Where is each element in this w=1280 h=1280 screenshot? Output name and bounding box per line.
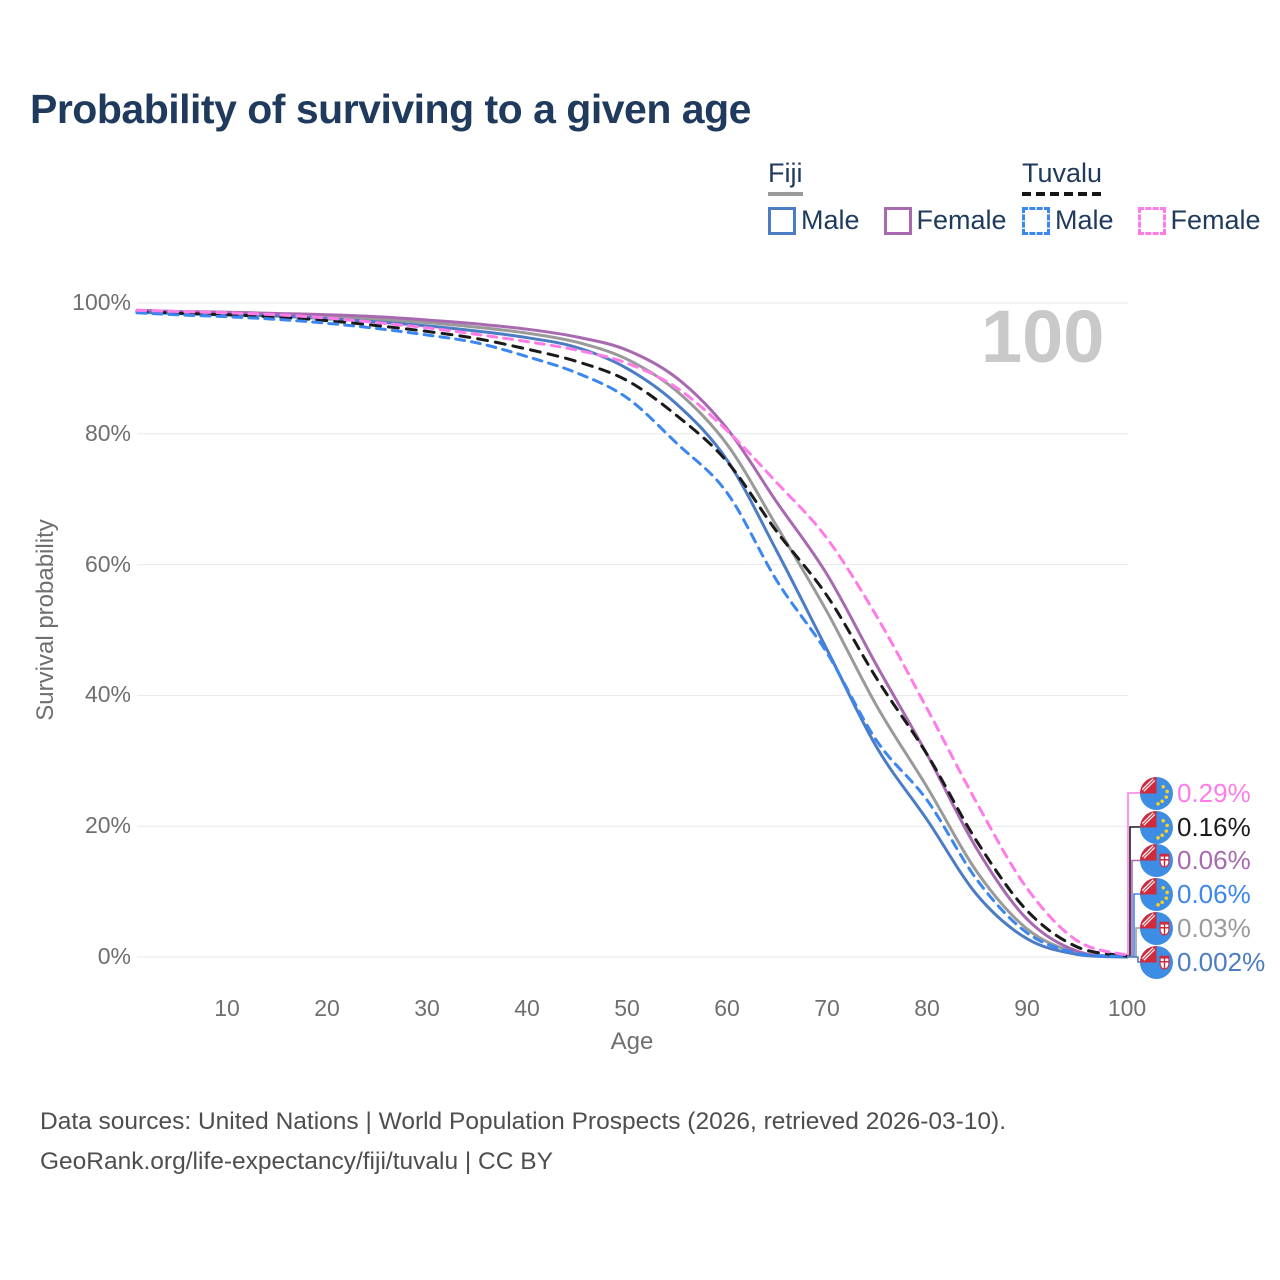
x-axis-title: Age	[610, 1028, 654, 1055]
end-label-value: 0.06%	[1177, 845, 1251, 875]
attribution-line: GeoRank.org/life-expectancy/fiji/tuvalu …	[40, 1148, 553, 1175]
fiji-flag-icon	[1140, 945, 1173, 979]
tuvalu-dashed-line-swatch	[1022, 192, 1102, 196]
y-tick-label: 100%	[72, 289, 131, 315]
x-tick-label: 100	[1107, 995, 1147, 1021]
tuvalu-flag-icon	[1140, 810, 1173, 844]
tuvalu-flag-icon	[1140, 776, 1173, 810]
legend-item-tuvalu-female[interactable]: Female	[1137, 205, 1261, 236]
x-tick-label: 90	[1014, 995, 1040, 1021]
legend-label-tuvalu-male: Male	[1055, 205, 1114, 235]
end-label-value: 0.16%	[1177, 811, 1251, 842]
end-label-tuvalu_male: 0.06%	[1140, 877, 1251, 911]
legend-group-tuvalu: Tuvalu Male Female	[1022, 158, 1261, 236]
x-tick-label: 60	[714, 995, 740, 1021]
end-label-tuvalu_all: 0.16%	[1140, 810, 1251, 844]
fiji-flag-icon	[1140, 844, 1173, 877]
tuvalu-flag-icon	[1140, 877, 1173, 911]
end-label-value: 0.06%	[1177, 878, 1251, 909]
end-label-value: 0.002%	[1177, 946, 1266, 977]
age-hover-watermark: 100	[981, 295, 1105, 378]
legend-group-fiji: Fiji Male Female	[768, 158, 1007, 236]
page-title: Probability of surviving to a given age	[30, 86, 751, 132]
legend-item-fiji-female[interactable]: Female	[883, 205, 1007, 236]
legend-country-fiji: Fiji	[768, 158, 803, 188]
legend-item-fiji-male[interactable]: Male	[768, 205, 860, 236]
y-tick-label: 80%	[84, 419, 131, 446]
curve-fiji_all[interactable]	[135, 309, 1129, 959]
legend-label-fiji-male: Male	[801, 205, 860, 235]
legend-label-tuvalu-female: Female	[1170, 205, 1261, 235]
tuvalu-female-swatch	[1137, 206, 1166, 235]
fiji-flag-icon	[1140, 911, 1173, 945]
end-label-tuvalu_female: 0.29%	[1140, 776, 1251, 810]
x-tick-label: 50	[614, 995, 640, 1021]
end-label-fiji_male: 0.002%	[1140, 945, 1265, 979]
curve-fiji_male[interactable]	[135, 310, 1129, 959]
x-tick-label: 30	[414, 995, 440, 1021]
end-label-fiji_all: 0.03%	[1140, 911, 1251, 945]
y-tick-label: 20%	[84, 812, 131, 839]
end-label-fiji_female: 0.06%	[1140, 844, 1251, 878]
x-tick-label: 70	[814, 995, 840, 1021]
x-tick-label: 40	[514, 995, 540, 1021]
x-tick-label: 20	[314, 995, 340, 1021]
fiji-female-swatch	[883, 206, 912, 235]
curve-tuvalu_female[interactable]	[135, 308, 1129, 957]
fiji-solid-line-swatch	[768, 192, 803, 196]
label-connector-tuvalu_male	[1127, 893, 1141, 958]
data-sources-line: Data sources: United Nations | World Pop…	[40, 1108, 1007, 1135]
y-tick-label: 60%	[84, 550, 131, 577]
y-tick-label: 40%	[84, 681, 131, 708]
label-connector-fiji_male	[1127, 956, 1141, 963]
curve-tuvalu_male[interactable]	[135, 311, 1129, 959]
x-tick-label: 80	[914, 995, 940, 1021]
curve-tuvalu_all[interactable]	[135, 310, 1129, 958]
end-label-value: 0.29%	[1177, 777, 1251, 808]
legend-country-tuvalu: Tuvalu	[1022, 158, 1103, 188]
y-tick-label: 0%	[97, 943, 131, 969]
tuvalu-male-swatch	[1022, 206, 1050, 235]
curve-fiji_female[interactable]	[135, 308, 1129, 959]
end-label-value: 0.03%	[1177, 912, 1251, 943]
legend-item-tuvalu-male[interactable]: Male	[1022, 205, 1114, 236]
fiji-male-swatch	[768, 206, 796, 235]
legend-label-fiji-female: Female	[916, 205, 1007, 235]
x-tick-label: 10	[214, 995, 240, 1021]
label-connector-tuvalu_female	[1127, 792, 1141, 956]
